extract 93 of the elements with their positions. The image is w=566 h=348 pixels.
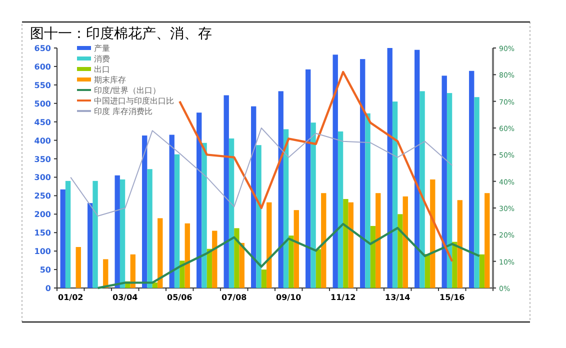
bar (103, 259, 108, 288)
y-tick-label: 600 (34, 62, 52, 72)
bar (92, 180, 98, 288)
y-tick-label: 50 (40, 266, 52, 275)
bar (420, 91, 425, 288)
line-series (178, 70, 454, 262)
bar (348, 202, 354, 288)
legend-label: 期末库存 (94, 76, 126, 84)
bar (332, 54, 338, 288)
bar (256, 145, 262, 288)
bar (147, 169, 152, 288)
x-tick-label: 05/06 (167, 293, 193, 302)
bar (152, 282, 158, 288)
bar (114, 175, 120, 288)
bar (180, 260, 185, 288)
bar (196, 112, 202, 288)
legend-label: 印度/世界（出口） (94, 86, 161, 95)
chart-title: 图十一：印度棉花产、消、存 (30, 26, 212, 42)
bar (88, 203, 93, 288)
bar (310, 122, 316, 288)
bar (288, 236, 294, 288)
bar (228, 138, 234, 288)
bar (283, 129, 289, 288)
bar (251, 106, 256, 288)
y-tick-label: 650 (34, 44, 52, 53)
bar (261, 270, 267, 288)
bar (387, 48, 392, 288)
legend-label: 中国进口与印度出口比 (94, 96, 174, 106)
y-tick-label: 200 (34, 210, 52, 220)
legend-label: 产量 (94, 44, 110, 53)
bar (234, 228, 240, 288)
bar (60, 189, 66, 288)
bar (321, 193, 326, 288)
y-tick-label: 100 (34, 247, 52, 256)
bar (224, 95, 229, 288)
bar (474, 97, 480, 288)
bar (338, 131, 344, 288)
bar (65, 180, 71, 288)
bar (402, 196, 408, 288)
bar (484, 193, 490, 288)
bar (239, 242, 244, 288)
x-tick-label: 09/10 (276, 293, 302, 302)
y-tick-label: 0 (45, 284, 52, 293)
x-tick-label: 03/04 (112, 293, 138, 302)
bar (414, 50, 420, 288)
bar (169, 134, 174, 288)
bar (212, 230, 218, 288)
y-tick-label: 350 (34, 154, 52, 164)
bar (452, 242, 458, 288)
bar (120, 179, 126, 288)
bar (479, 254, 485, 288)
bar (398, 214, 403, 288)
x-tick-label: 15/16 (440, 293, 466, 302)
bar (184, 223, 190, 288)
line-series (96, 222, 480, 290)
bar (392, 102, 398, 288)
bar (142, 136, 148, 288)
legend-label: 消费 (94, 54, 110, 64)
bar (306, 69, 311, 288)
bar (370, 226, 376, 288)
x-tick-label: 11/12 (330, 293, 356, 302)
bar (294, 210, 299, 288)
bar (266, 202, 272, 288)
x-tick-label: 07/08 (222, 293, 248, 302)
y-tick-label: 550 (34, 80, 52, 90)
legend-label: 印度 库存消费比 (94, 107, 153, 116)
bar (360, 59, 366, 288)
bar (202, 142, 207, 288)
y-tick-label: 500 (34, 99, 52, 108)
bar (316, 249, 322, 288)
bar (365, 113, 370, 288)
bar (442, 76, 447, 288)
bar (158, 218, 163, 288)
y-tick-label: 150 (34, 228, 52, 238)
x-tick-label: 01/02 (58, 293, 84, 302)
y-tick-label: 400 (34, 136, 52, 146)
legend-label: 出口 (94, 65, 110, 74)
bar (457, 200, 462, 288)
bar (430, 179, 436, 288)
bar (278, 91, 284, 288)
bar (424, 254, 430, 288)
bar (469, 70, 474, 288)
y-tick-label: 300 (34, 173, 52, 182)
line-series (70, 128, 453, 216)
bar (343, 199, 348, 288)
y-tick-label: 450 (34, 118, 52, 127)
bar (206, 248, 212, 288)
y-tick-label: 250 (34, 192, 52, 201)
bar (174, 154, 180, 288)
bar (376, 193, 381, 288)
bar (446, 93, 452, 288)
bar (76, 247, 81, 288)
x-tick-label: 13/14 (385, 293, 411, 302)
